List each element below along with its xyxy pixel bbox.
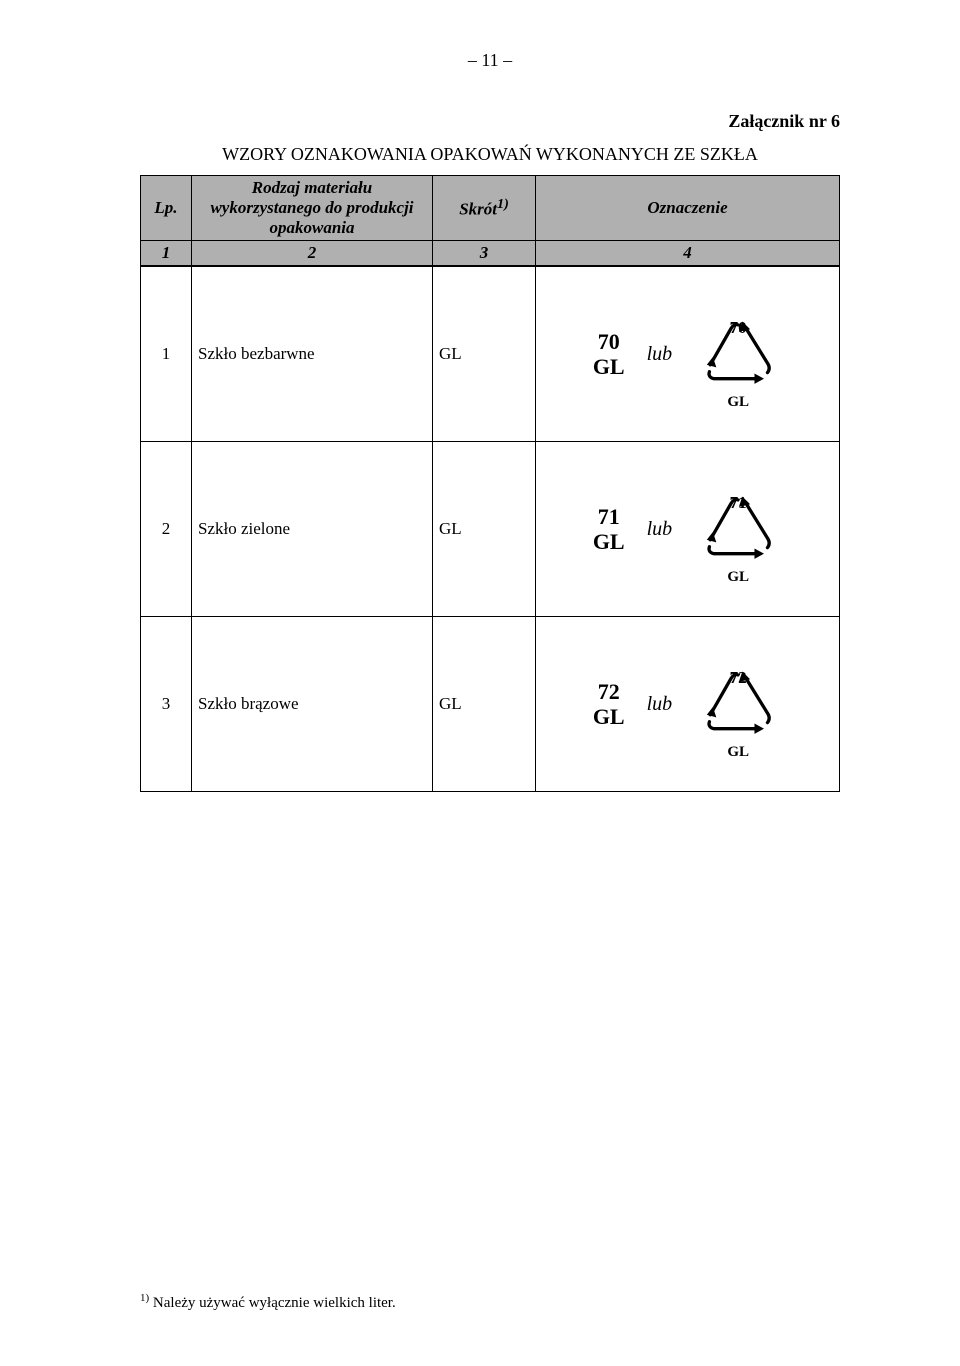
header-lp: Lp. xyxy=(141,176,192,241)
table-row: 2Szkło zieloneGL71GLlub71GL xyxy=(141,442,840,617)
page-title: WZORY OZNAKOWANIA OPAKOWAŃ WYKONANYCH ZE… xyxy=(140,144,840,165)
cell-abbr: GL xyxy=(433,267,536,442)
recycle-triangle-icon: 72 GL xyxy=(694,648,782,761)
cell-name: Szkło bezbarwne xyxy=(192,267,433,442)
triangle-code: GL xyxy=(727,569,749,586)
footnote-sup: 1) xyxy=(140,1292,149,1304)
cell-mark: 70GLlub70GL xyxy=(536,267,840,442)
mark-or-text: lub xyxy=(647,518,673,541)
cell-lp: 2 xyxy=(141,442,192,617)
header-n3: 3 xyxy=(433,241,536,266)
triangle-number: 72 xyxy=(730,668,747,688)
triangle-code: GL xyxy=(727,744,749,761)
cell-mark: 72GLlub72GL xyxy=(536,617,840,792)
header-n1: 1 xyxy=(141,241,192,266)
cell-abbr: GL xyxy=(433,442,536,617)
header-mark: Oznaczenie xyxy=(536,176,840,241)
triangle-code: GL xyxy=(727,394,749,411)
mark-number: 70 xyxy=(598,329,620,354)
header-abbr-sup: 1) xyxy=(497,196,509,212)
mark-number: 72 xyxy=(598,679,620,704)
cell-abbr: GL xyxy=(433,617,536,792)
recycle-triangle-icon: 71 GL xyxy=(694,473,782,586)
page-number: – 11 – xyxy=(140,50,840,71)
cell-mark: 71GLlub71GL xyxy=(536,442,840,617)
table-header: Lp. Rodzaj materiału wykorzystanego do p… xyxy=(140,175,840,266)
cell-name: Szkło brązowe xyxy=(192,617,433,792)
mark-or-text: lub xyxy=(647,693,673,716)
mark-text-stack: 70GL xyxy=(593,329,625,380)
header-material: Rodzaj materiału wykorzystanego do produ… xyxy=(192,176,433,241)
mark-code: GL xyxy=(593,704,625,729)
table-row: 1Szkło bezbarwneGL70GLlub70GL xyxy=(141,267,840,442)
mark-code: GL xyxy=(593,354,625,379)
mark-code: GL xyxy=(593,529,625,554)
footnote-text: Należy używać wyłącznie wielkich liter. xyxy=(149,1295,396,1311)
header-abbr: Skrót1) xyxy=(433,176,536,241)
data-table: 1Szkło bezbarwneGL70GLlub70GL2Szkło ziel… xyxy=(140,266,840,792)
table-row: 3Szkło brązoweGL72GLlub72GL xyxy=(141,617,840,792)
mark-or-text: lub xyxy=(647,343,673,366)
recycle-triangle-icon: 70 GL xyxy=(694,298,782,411)
mark-text-stack: 71GL xyxy=(593,504,625,555)
triangle-number: 71 xyxy=(730,493,747,513)
attachment-title: Załącznik nr 6 xyxy=(140,111,840,132)
footnote: 1) Należy używać wyłącznie wielkich lite… xyxy=(140,1292,840,1312)
cell-name: Szkło zielone xyxy=(192,442,433,617)
header-abbr-text: Skrót xyxy=(459,200,497,219)
mark-text-stack: 72GL xyxy=(593,679,625,730)
triangle-number: 70 xyxy=(730,318,747,338)
header-n4: 4 xyxy=(536,241,840,266)
cell-lp: 1 xyxy=(141,267,192,442)
header-n2: 2 xyxy=(192,241,433,266)
mark-number: 71 xyxy=(598,504,620,529)
cell-lp: 3 xyxy=(141,617,192,792)
